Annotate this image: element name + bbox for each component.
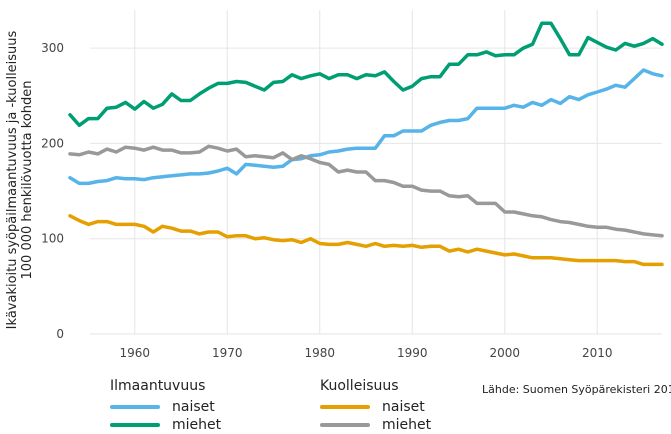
source-note: Lähde: Suomen Syöpärekisteri 2019 <box>482 383 671 396</box>
legend-item-ilmaantuvuus-miehet: miehet <box>110 416 221 434</box>
y-tick-label: 300 <box>41 41 64 55</box>
legend-item-ilmaantuvuus-naiset: naiset <box>110 398 215 416</box>
x-tick-label: 1970 <box>212 346 243 360</box>
legend-swatch-kuolleisuus-miehet <box>320 423 370 427</box>
legend-label-kuolleisuus-miehet: miehet <box>382 417 432 433</box>
x-tick-label: 2000 <box>489 346 520 360</box>
legend-title-ilmaantuvuus: Ilmaantuvuus <box>110 378 206 394</box>
y-tick-label: 200 <box>41 136 64 150</box>
legend-item-kuolleisuus-miehet: miehet <box>320 416 431 434</box>
series-line-miehet-ilmaantuvuus <box>68 21 664 128</box>
legend-item-kuolleisuus-naiset: naiset <box>320 398 425 416</box>
axis-ticks: 0 100 200 300 1960 1970 1980 1990 2000 2010 <box>41 41 612 360</box>
series-lines <box>68 21 664 267</box>
legend-swatch-kuolleisuus-naiset <box>320 405 370 409</box>
legend-swatch-ilmaantuvuus-miehet <box>110 423 160 427</box>
series-line-miehet-kuolleisuus <box>68 144 664 238</box>
y-tick-label: 0 <box>56 327 64 341</box>
x-tick-label: 1980 <box>304 346 335 360</box>
legend-title-kuolleisuus: Kuolleisuus <box>320 378 399 394</box>
x-tick-label: 1990 <box>397 346 428 360</box>
y-axis-title-line2: 100 000 henkilövuotta kohden <box>20 81 35 280</box>
x-tick-label: 1960 <box>119 346 150 360</box>
series-line-naiset-kuolleisuus <box>68 214 664 267</box>
y-axis-title-line1: Ikävakioitu syöpäilmaantuvuus ja -kuolle… <box>5 30 20 329</box>
y-axis-title: Ikävakioitu syöpäilmaantuvuus ja -kuolle… <box>5 30 35 329</box>
gridlines <box>90 10 662 335</box>
legend-label-ilmaantuvuus-miehet: miehet <box>172 417 222 433</box>
legend-label-ilmaantuvuus-naiset: naiset <box>172 399 215 415</box>
x-tick-label: 2010 <box>582 346 613 360</box>
legend-swatch-ilmaantuvuus-naiset <box>110 405 160 409</box>
series-line-naiset-ilmaantuvuus <box>68 68 664 186</box>
legend-label-kuolleisuus-naiset: naiset <box>382 399 425 415</box>
y-tick-label: 100 <box>41 232 64 246</box>
